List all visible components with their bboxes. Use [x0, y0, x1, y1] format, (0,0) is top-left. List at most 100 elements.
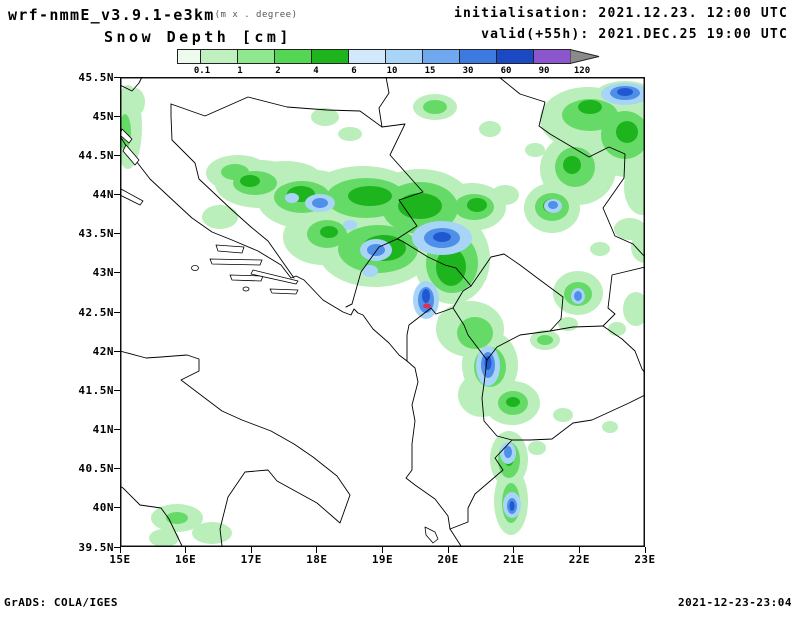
lat-label: 40.5N	[78, 462, 114, 476]
lon-tick	[382, 547, 383, 553]
border-greece-macedonia	[511, 394, 645, 441]
border-montenegro-kosovo	[452, 285, 472, 309]
coast-italy-tyrrhenian	[120, 485, 183, 547]
border-serbia-romania	[498, 77, 626, 179]
valid-time: valid(+55h): 2021.DEC.25 19:00 UTC	[481, 27, 788, 42]
lon-tick	[578, 547, 580, 553]
lat-label: 42.5N	[78, 305, 114, 319]
lat-tick	[114, 507, 120, 509]
lat-label: 40N	[92, 501, 114, 515]
lat-tick	[114, 350, 120, 352]
peninsula	[250, 269, 299, 285]
lon-label: 17E	[240, 553, 262, 566]
island	[122, 144, 140, 166]
colorbar-segment	[311, 49, 349, 64]
lat-label: 41.5N	[78, 383, 114, 397]
initialisation-time: initialisation: 2021.12.23. 12:00 UTC	[454, 6, 788, 21]
island-corfu	[424, 526, 439, 544]
lat-tick	[114, 76, 120, 78]
lat-tick	[114, 194, 120, 195]
lon-tick	[316, 547, 318, 553]
map-canvas	[120, 77, 645, 547]
coastlines	[120, 135, 462, 547]
lat-label: 43N	[92, 266, 114, 280]
lat-label: 39.5N	[78, 540, 114, 554]
colorbar-legend	[177, 49, 600, 64]
snow-shading-dark-blue	[422, 88, 633, 511]
model-name: wrf-nmmE_v3.9.1-e3km	[8, 6, 215, 24]
island	[209, 258, 263, 266]
colorbar-label: 6	[351, 66, 357, 76]
border-croatia-serbia	[378, 77, 390, 128]
lat-tick	[114, 233, 120, 235]
border-macedonia-bulgaria	[602, 325, 645, 374]
colorbar-segment	[237, 49, 275, 64]
lon-tick	[119, 547, 121, 553]
lat-tick	[114, 546, 120, 548]
colorbar-segment	[496, 49, 534, 64]
lat-label: 43.5N	[78, 227, 114, 241]
island	[120, 188, 144, 206]
lat-tick	[114, 272, 120, 274]
colorbar-label: 1	[237, 66, 243, 76]
border-bosnia-west	[170, 103, 295, 279]
lat-tick	[114, 154, 120, 156]
lon-tick	[250, 547, 252, 553]
island	[215, 244, 245, 254]
lon-label: 15E	[109, 553, 131, 566]
border-albania-montenegro	[406, 307, 454, 362]
colorbar-overflow-arrow	[570, 49, 600, 64]
lon-tick	[644, 547, 646, 553]
colorbar-segment	[200, 49, 238, 64]
colorbar-label: 10	[386, 66, 398, 76]
lon-label: 23E	[634, 553, 656, 566]
lat-label: 44N	[92, 188, 114, 201]
field-title: Snow Depth [cm]	[104, 28, 292, 46]
island	[229, 274, 264, 282]
border-croatia-montenegro	[345, 303, 353, 308]
border-bulgaria-west	[602, 266, 645, 327]
border-kosovo-macedonia	[486, 330, 551, 361]
colorbar-segment	[385, 49, 423, 64]
lon-tick	[447, 547, 449, 553]
lon-label: 19E	[371, 553, 394, 566]
lon-tick	[513, 547, 515, 553]
lat-label: 41N	[92, 423, 114, 436]
map-frame	[120, 77, 645, 547]
lon-label: 20E	[437, 553, 459, 566]
colorbar-segment	[348, 49, 386, 64]
border-albania-macedonia	[481, 359, 513, 441]
lon-label: 16E	[174, 553, 197, 566]
lat-tick	[114, 115, 120, 117]
lat-tick	[114, 429, 120, 430]
colorbar-label: 15	[424, 66, 436, 76]
colorbar-segment	[422, 49, 460, 64]
colorbar-label: 30	[462, 66, 474, 76]
lat-tick	[114, 468, 120, 470]
colorbar-segment	[459, 49, 497, 64]
island	[269, 288, 299, 295]
border-albania-kosovo	[452, 307, 488, 361]
colorbar-label: 2	[275, 66, 281, 76]
border-serbia-bulgaria	[602, 177, 645, 258]
colorbar-segment	[274, 49, 312, 64]
lon-label: 18E	[306, 553, 328, 566]
border-bosnia-north-east	[170, 96, 424, 308]
lat-label: 44.5N	[78, 148, 114, 162]
lon-label: 22E	[568, 553, 591, 566]
model-title: wrf-nmmE_v3.9.1-e3km(m x . degree)	[8, 6, 297, 24]
coast-adriatic-east	[120, 135, 462, 547]
border-slovenia-croatia	[120, 77, 143, 92]
lon-label: 21E	[503, 553, 525, 566]
lat-label: 45.5N	[78, 70, 114, 84]
lon-tick	[185, 547, 187, 553]
creation-timestamp: 2021-12-23-23:04	[678, 596, 792, 609]
colorbar-label: 60	[500, 66, 512, 76]
colorbar-label: 90	[538, 66, 550, 76]
lat-tick	[114, 389, 120, 391]
border-serbia-macedonia	[549, 325, 604, 332]
country-borders	[120, 77, 645, 530]
colorbar-segment	[177, 49, 201, 64]
island	[242, 286, 250, 292]
